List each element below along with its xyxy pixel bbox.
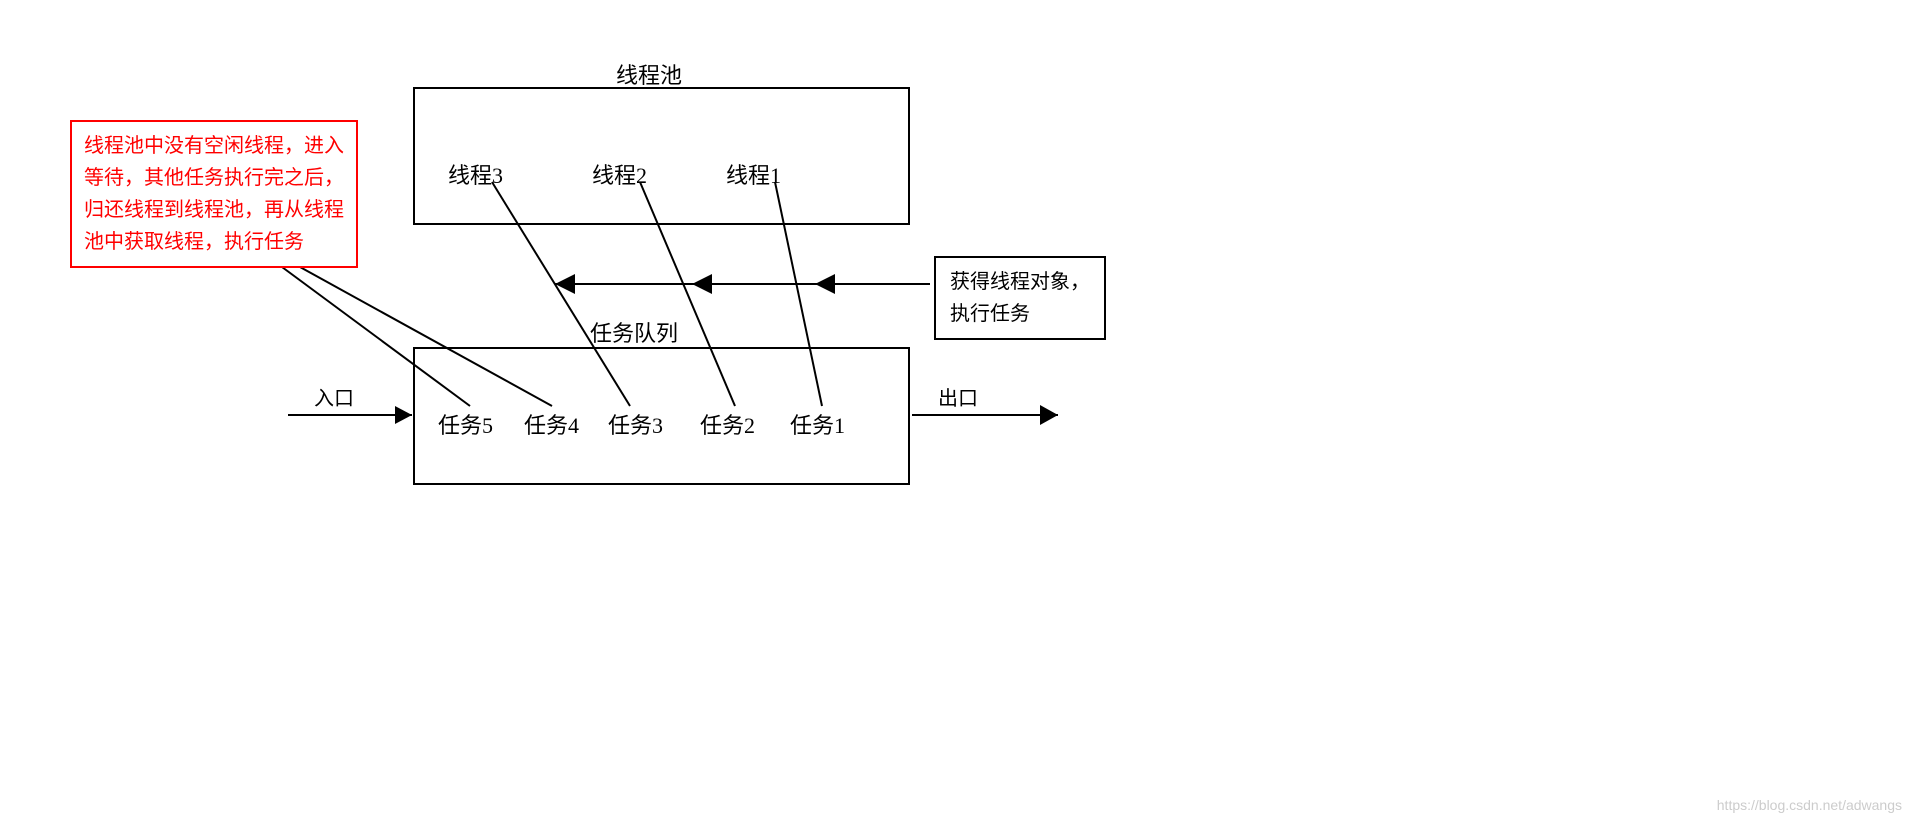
task-4-label: 任务4 [524, 408, 579, 440]
red-note-line-4: 池中获取线程，执行任务 [84, 226, 344, 258]
thread-pool-box [414, 88, 909, 224]
exit-label: 出口 [938, 382, 978, 411]
task-2-label: 任务2 [700, 408, 755, 440]
exit-arrow-head [1040, 405, 1058, 425]
red-note-line-1: 线程池中没有空闲线程，进入 [84, 130, 344, 162]
note-to-task5-line [282, 267, 470, 406]
thread3-to-task3-line [492, 182, 630, 406]
watermark-text: https://blog.csdn.net/adwangs [1717, 797, 1902, 813]
black-note-box: 获得线程对象， 执行任务 [934, 256, 1106, 340]
thread-3-label: 线程3 [448, 158, 503, 190]
acquire-arrow-head-2 [692, 274, 712, 294]
red-note-line-2: 等待，其他任务执行完之后， [84, 162, 344, 194]
black-note-line-2: 执行任务 [950, 298, 1090, 330]
thread-2-label: 线程2 [592, 158, 647, 190]
thread1-to-task1-line [775, 182, 822, 406]
thread2-to-task2-line [640, 182, 735, 406]
red-note-line-3: 归还线程到线程池，再从线程 [84, 194, 344, 226]
entry-label: 入口 [314, 382, 354, 411]
diagram-container: 线程池 线程3 线程2 线程1 任务队列 任务5 任务4 任务3 任务2 任务1… [0, 0, 1914, 821]
black-note-line-1: 获得线程对象， [950, 266, 1090, 298]
task-1-label: 任务1 [790, 408, 845, 440]
task-3-label: 任务3 [608, 408, 663, 440]
entry-arrow-head [395, 406, 412, 424]
task-5-label: 任务5 [438, 408, 493, 440]
task-queue-title: 任务队列 [590, 316, 678, 348]
red-note-box: 线程池中没有空闲线程，进入 等待，其他任务执行完之后， 归还线程到线程池，再从线… [70, 120, 358, 268]
thread-pool-title: 线程池 [616, 58, 682, 90]
thread-1-label: 线程1 [726, 158, 781, 190]
acquire-arrow-head-3 [815, 274, 835, 294]
